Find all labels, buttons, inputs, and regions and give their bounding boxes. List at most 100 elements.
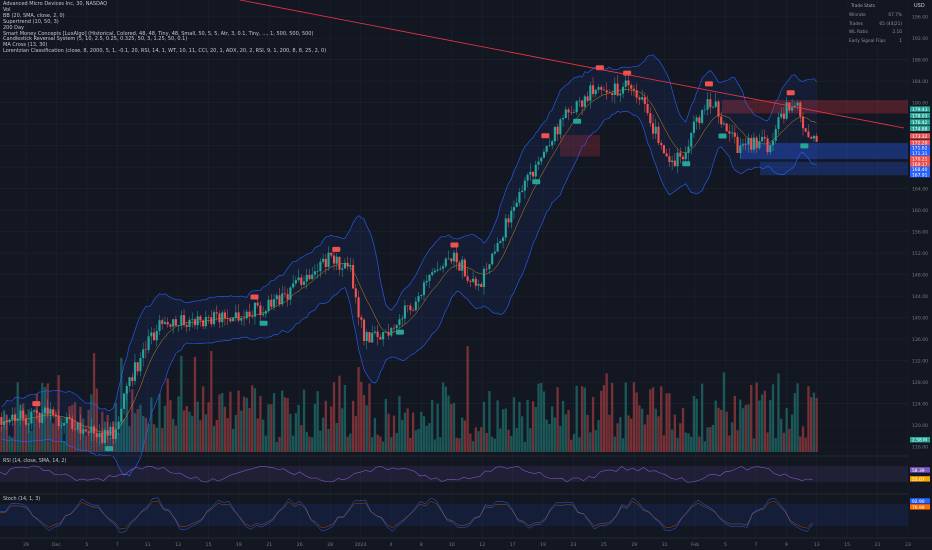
legend-indicator[interactable]: Smart Money Concepts [LuxAlgo] (Historic…: [3, 30, 314, 37]
candle: [744, 144, 747, 145]
candle: [251, 316, 254, 317]
volume-bar: [226, 418, 229, 452]
volume-bar: [744, 404, 747, 452]
candle: [665, 153, 668, 157]
candle: [204, 316, 207, 327]
volume-bar: [95, 388, 98, 452]
volume-bar: [294, 413, 298, 452]
candle: [750, 138, 753, 150]
volume-bar: [559, 425, 562, 452]
volume-bar: [395, 432, 398, 452]
legend-indicator[interactable]: Candlestick Reversal System (5, 10, 2.5,…: [3, 36, 188, 43]
volume-bar: [392, 415, 396, 452]
candle: [695, 117, 698, 122]
volume-bar: [717, 407, 720, 452]
candle: [488, 264, 491, 270]
volume-bar: [499, 428, 502, 452]
volume-bar: [504, 408, 507, 452]
price-tick-label: 136.00: [912, 337, 928, 343]
volume-bar: [286, 398, 289, 452]
candle: [436, 269, 439, 271]
candle: [499, 241, 502, 244]
volume-bar: [379, 436, 382, 452]
volume-bar: [281, 390, 284, 452]
volume-bar: [335, 423, 338, 452]
volume-bar: [687, 433, 690, 452]
price-tag: [910, 119, 930, 125]
price-axis: 196.00 192.00 188.00 184.00 180.00 176.00 172.…: [908, 0, 932, 538]
volume-bar: [750, 385, 753, 452]
volume-bar: [133, 413, 137, 452]
volume-bar: [155, 427, 158, 452]
candle: [324, 258, 327, 268]
candle: [182, 315, 186, 326]
volume-bar: [234, 415, 238, 452]
candle: [452, 252, 456, 262]
legend-indicator[interactable]: Supertrend (10, 50, 3): [3, 18, 59, 25]
candle: [736, 136, 739, 154]
candle: [485, 268, 488, 270]
volume-bar: [507, 429, 510, 452]
volume-bar: [316, 391, 319, 452]
volume-bar: [600, 390, 603, 452]
volume-bar: [531, 401, 535, 452]
candle: [624, 80, 627, 87]
candle: [690, 132, 693, 147]
legend-indicator[interactable]: MA Cross (13, 30): [3, 42, 48, 49]
legend-indicator[interactable]: Lorentzian Classification (close, 8, 200…: [3, 48, 327, 55]
price-tick-label: 152.00: [912, 251, 928, 257]
currency-label[interactable]: USD: [914, 3, 925, 9]
candle: [526, 174, 529, 181]
candle: [769, 145, 772, 153]
volume-bar: [769, 399, 772, 452]
legend-symbol[interactable]: Advanced Micro Devices Inc, 30, NASDAQ: [3, 1, 108, 7]
volume-bar: [441, 382, 445, 452]
time-tick-label: 21: [875, 542, 881, 548]
candle: [38, 412, 41, 423]
volume-bar: [327, 428, 330, 452]
volume-bar: [799, 436, 802, 452]
rsi-label[interactable]: RSI (14, close, SMA, 14, 2): [3, 459, 67, 464]
candle: [82, 429, 85, 434]
candle: [657, 126, 660, 144]
candle: [556, 126, 559, 135]
candle: [177, 325, 180, 327]
volume-bar: [610, 382, 614, 452]
price-tick-label: 140.00: [912, 315, 928, 321]
candle: [120, 408, 123, 422]
volume-bar: [575, 385, 578, 452]
volume-bar: [542, 391, 546, 452]
stoch-k-line: [0, 497, 813, 533]
volume-bar: [319, 430, 322, 452]
legend-indicator[interactable]: Vol: [3, 6, 11, 13]
candle: [188, 319, 191, 327]
candle: [564, 109, 567, 119]
candle: [54, 415, 57, 416]
legend-indicator[interactable]: BB (20, SMA, close, 2, 0): [3, 12, 65, 19]
volume-bar: [87, 409, 90, 452]
candle: [16, 418, 19, 421]
candle: [193, 319, 197, 326]
candle: [57, 415, 60, 427]
volume-bar: [300, 425, 303, 452]
candle: [139, 358, 142, 372]
candle: [253, 302, 257, 317]
candle: [502, 237, 505, 242]
candle: [728, 131, 731, 134]
candle: [510, 210, 513, 223]
candle: [264, 311, 267, 314]
sell-signal: [786, 90, 795, 96]
candle: [455, 252, 458, 263]
volume-bar: [635, 392, 638, 452]
volume-bar: [589, 432, 592, 452]
candle: [365, 332, 368, 342]
legend-indicator[interactable]: 200 Day: [3, 24, 25, 31]
candle: [662, 145, 666, 154]
candle: [24, 418, 27, 425]
stoch-label[interactable]: Stoch (14, 1, 3): [3, 497, 41, 502]
volume-bar: [231, 428, 235, 452]
volume-bar: [218, 394, 221, 452]
volume-bar: [141, 416, 145, 452]
volume-bar: [793, 393, 796, 452]
